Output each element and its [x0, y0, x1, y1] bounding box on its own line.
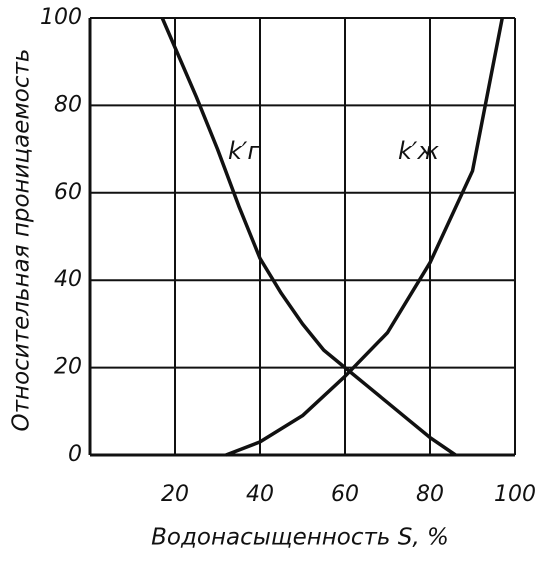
x-tick-label: 60	[331, 482, 359, 507]
x-tick-label: 80	[416, 482, 444, 507]
y-tick-label: 0	[68, 442, 82, 467]
x-tick-label: 100	[494, 482, 536, 507]
x-tick-label: 40	[246, 482, 274, 507]
legend-label: k′ж	[398, 137, 439, 165]
y-tick-label: 80	[54, 92, 82, 117]
x-tick-label: 20	[161, 482, 189, 507]
y-tick-label: 100	[40, 5, 82, 30]
legend-label: k′г	[228, 137, 260, 165]
curve	[225, 17, 504, 457]
x-axis-title: Водонасыщенность S, %	[151, 525, 449, 551]
y-tick-label: 20	[54, 355, 82, 380]
y-tick-label: 40	[54, 267, 82, 292]
curve	[160, 17, 457, 457]
y-tick-label: 60	[54, 180, 82, 205]
y-axis-title: Относительная проницаемость	[9, 49, 35, 432]
